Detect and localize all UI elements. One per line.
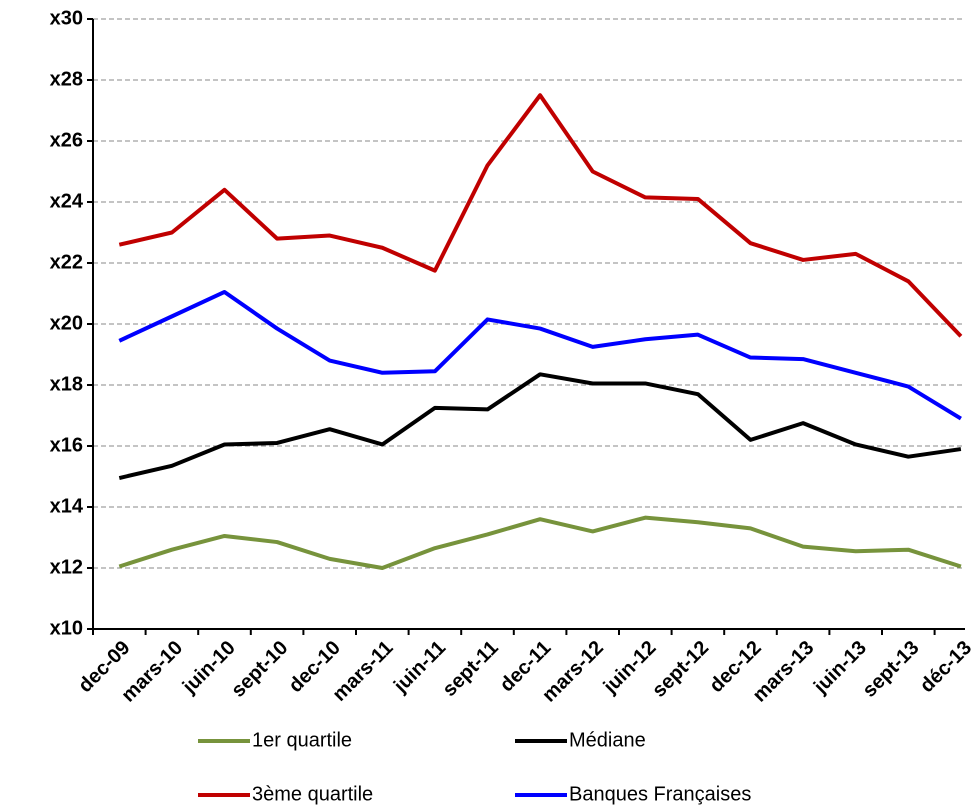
line (118, 515, 962, 570)
y-tick-label: x22 (50, 251, 83, 273)
y-tick-label: x26 (50, 129, 83, 151)
legend-label: Médiane (569, 729, 646, 751)
y-tick-label: x14 (50, 495, 84, 517)
line (118, 93, 963, 338)
legend-label: 3ème quartile (252, 783, 373, 805)
x-tick-label: sept-13 (858, 637, 923, 702)
y-tick-label: x28 (50, 68, 83, 90)
y-tick-label: x18 (50, 373, 83, 395)
legend-label: Banques Françaises (569, 783, 751, 805)
x-tick-label: sept-10 (227, 637, 292, 702)
legend-label: 1er quartile (252, 729, 352, 751)
y-tick-label: x12 (50, 556, 83, 578)
y-tick-label: x30 (50, 7, 83, 29)
y-tick-label: x16 (50, 434, 83, 456)
x-tick-label: sept-11 (438, 637, 502, 701)
x-tick-label: sept-12 (648, 637, 713, 702)
x-tick-label: déc-13 (916, 637, 976, 697)
y-tick-label: x24 (50, 190, 84, 212)
line (118, 289, 962, 421)
y-tick-label: x10 (50, 617, 83, 639)
line (118, 372, 962, 480)
y-tick-label: x20 (50, 312, 83, 334)
